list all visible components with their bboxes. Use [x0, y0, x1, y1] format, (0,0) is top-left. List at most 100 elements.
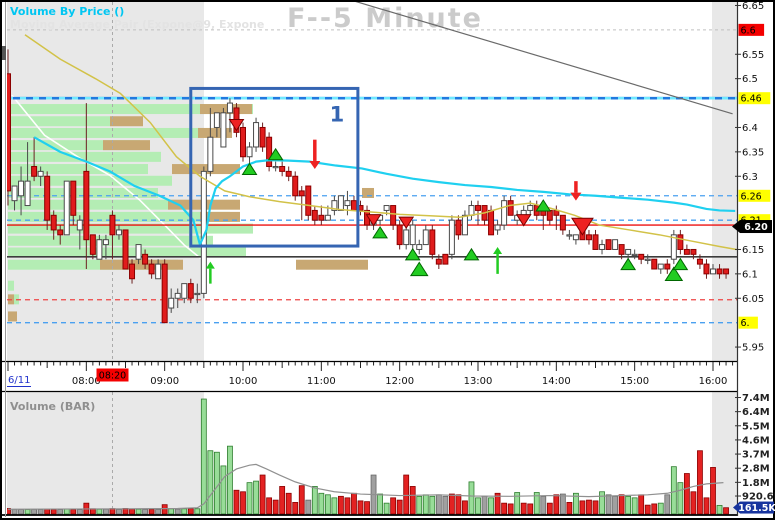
- last-price-badge-text: 6.20: [744, 222, 768, 233]
- candle-body-up: [115, 229, 122, 236]
- session-off-zone: [712, 392, 737, 515]
- candle: [24, 142, 31, 207]
- price-badge-bg: [738, 92, 771, 105]
- candle-body-up: [344, 200, 351, 207]
- session-off-zone: [712, 2, 737, 361]
- volume-bar: [605, 494, 612, 515]
- volume-bar: [723, 507, 729, 515]
- volume-bar: [331, 497, 338, 515]
- sell-arrow-head[interactable]: [570, 192, 582, 201]
- candle: [657, 263, 664, 274]
- volume-by-price-bar: [296, 259, 368, 270]
- price-axis-label: 6.15: [742, 245, 764, 256]
- candle-body-down: [638, 253, 645, 260]
- volume-by-price-bar: [8, 140, 140, 151]
- annotation-box[interactable]: [189, 86, 360, 248]
- left-edge-marker: [2, 46, 6, 60]
- candle-body-down: [109, 214, 116, 236]
- candle: [709, 264, 716, 275]
- candle-body-up: [213, 112, 220, 128]
- candle-body-up: [102, 239, 109, 246]
- legend-volume-by-price: Volume By Price (): [10, 5, 124, 18]
- time-axis-label: 12:00: [385, 376, 414, 387]
- time-cursor-badge: 08:20: [96, 368, 129, 382]
- candle: [677, 229, 684, 255]
- candle: [253, 117, 260, 152]
- volume-bar: [703, 497, 710, 515]
- candle: [625, 248, 632, 260]
- buy-signal-triangle: [664, 266, 684, 281]
- candle: [37, 166, 44, 187]
- candle: [57, 225, 64, 245]
- candle: [403, 225, 410, 250]
- volume-bar: [631, 497, 638, 515]
- candle-body-down: [696, 258, 703, 265]
- volume-panel-background-layer: [7, 392, 737, 515]
- candle-body-down: [266, 136, 273, 168]
- buy-arrow-head[interactable]: [493, 247, 503, 255]
- volume-bar: [651, 503, 658, 515]
- volume-bar: [37, 509, 44, 515]
- annotation-box-label[interactable]: 1: [330, 103, 345, 127]
- candle: [442, 253, 449, 265]
- candle: [670, 229, 677, 265]
- volume-bar: [220, 465, 227, 515]
- volume-bar: [573, 492, 579, 515]
- candle: [631, 249, 638, 260]
- candle-body-up: [207, 136, 214, 172]
- sell-arrow-head[interactable]: [309, 160, 321, 169]
- candle-body-up: [168, 297, 175, 309]
- candle: [337, 195, 344, 211]
- volume-last-badge-arrow: [733, 501, 740, 514]
- volume-by-price-bar: [200, 211, 240, 222]
- ema-slow-line: [24, 34, 737, 251]
- volume-bar: [116, 508, 122, 515]
- date-label[interactable]: 6/11: [7, 375, 31, 387]
- candle-body-down: [618, 244, 625, 255]
- volume-ma-line: [7, 463, 724, 510]
- candle: [344, 190, 351, 216]
- sell-signal-triangle: [571, 217, 594, 236]
- volume-bar: [279, 486, 286, 515]
- volume-bar: [129, 508, 135, 515]
- candle: [266, 132, 273, 172]
- price-axis-label: 6.55: [742, 50, 764, 61]
- volume-bar: [475, 497, 481, 515]
- volume-bar: [533, 492, 540, 515]
- candle-body-down: [57, 229, 64, 236]
- date-label-text[interactable]: 6/11: [8, 375, 30, 386]
- price-axis-label: 6.3: [742, 172, 758, 183]
- candle: [305, 185, 312, 221]
- volume-axis-label: 920.6K: [742, 492, 775, 503]
- volume-bar: [357, 500, 364, 515]
- volume-bar: [70, 508, 77, 515]
- candle: [174, 288, 181, 309]
- candle: [213, 112, 220, 138]
- volume-bar: [442, 495, 449, 515]
- volume-by-price-bar: [198, 127, 232, 138]
- candle-body-up: [174, 292, 181, 299]
- candle-body-up: [11, 185, 18, 202]
- candle: [723, 268, 730, 279]
- candle: [474, 200, 481, 226]
- last-price-badge-bg: [740, 220, 772, 234]
- candle-body-up: [501, 200, 508, 226]
- candle: [416, 239, 423, 255]
- price-axis-label: 6.35: [742, 147, 764, 158]
- price-axis-badge-6_26: 6.26: [738, 189, 771, 202]
- volume-bar: [200, 398, 207, 515]
- volume-bar: [625, 495, 632, 515]
- buy-arrow-head[interactable]: [205, 261, 215, 269]
- volume-bar: [429, 495, 436, 515]
- candle-body-up: [246, 146, 253, 158]
- volume-bar: [566, 501, 573, 515]
- volume-bar: [298, 485, 305, 515]
- volume-by-price-bar: [8, 280, 14, 291]
- volume-by-price-bar: [8, 259, 178, 270]
- volume-bar: [468, 481, 475, 515]
- volume-bar: [553, 494, 560, 515]
- volume-by-price-bar: [8, 223, 253, 234]
- volume-by-price-bar: [8, 175, 172, 186]
- volume-bar: [579, 500, 586, 515]
